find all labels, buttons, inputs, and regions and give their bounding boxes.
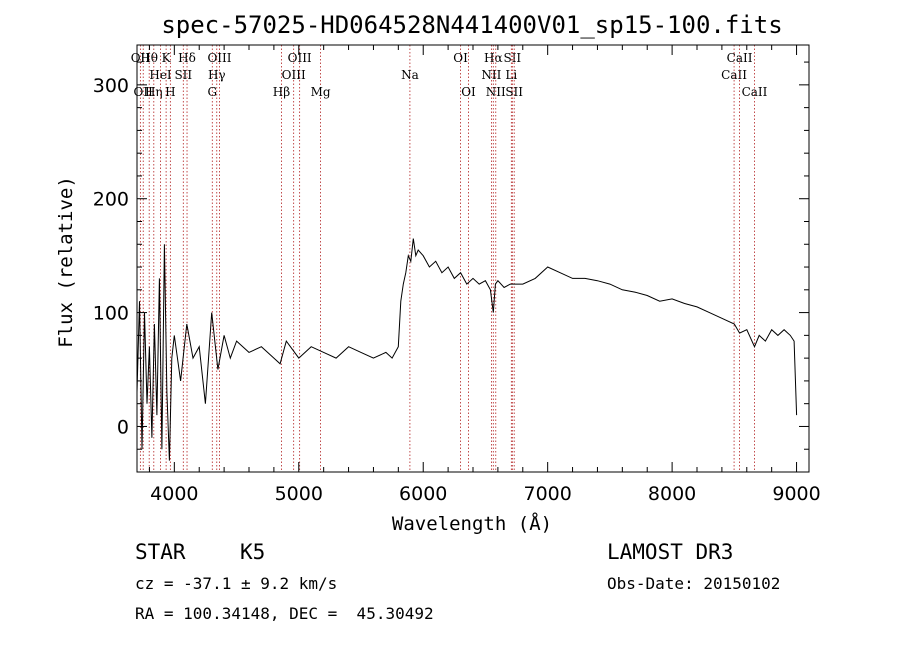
- NII-line-6583-label: NII: [486, 85, 506, 99]
- y-tick-label: 300: [93, 75, 129, 97]
- SII-line-6716-label: SII: [503, 51, 521, 65]
- object-class: STAR: [135, 540, 186, 564]
- CaII-line-8498-label: CaII: [721, 68, 747, 82]
- spectrum-series-line: [136, 238, 798, 461]
- OIII-line-5007-label: OIII: [288, 51, 312, 65]
- x-tick-label: 5000: [275, 483, 323, 505]
- H-alpha-line-label: Hα: [484, 51, 503, 65]
- x-tick-label: 4000: [150, 483, 198, 505]
- OII-line-2-label: OII: [134, 85, 154, 99]
- object-subclass: K5: [240, 540, 266, 564]
- obs-date: Obs-Date: 20150102: [607, 574, 781, 593]
- coordinates: RA = 100.34148, DEC = 45.30492: [135, 604, 434, 623]
- x-tick-label: 6000: [399, 483, 447, 505]
- y-tick-label: 200: [93, 189, 129, 211]
- x-tick-label: 7000: [523, 483, 571, 505]
- H-theta-line-label: Hθ: [140, 51, 158, 65]
- SII-line-6731-label: SII: [505, 85, 523, 99]
- OIII-line-4363-label: OIII: [207, 51, 231, 65]
- CaII-line-8662-label: CaII: [742, 85, 768, 99]
- HeI-line-label: HeI: [149, 68, 172, 82]
- line-markers: HηOIIOIIHθHeIKHSIIHδGHγOIIIHβOIIIOIIIMgN…: [131, 45, 768, 472]
- x-tick-label: 9000: [772, 483, 820, 505]
- H-beta-line-label: Hβ: [273, 85, 290, 99]
- y-axis-label: Flux (relative): [55, 176, 77, 348]
- Mg-line-label: Mg: [311, 85, 331, 99]
- y-tick-label: 0: [117, 416, 129, 438]
- x-tick-label: 8000: [648, 483, 696, 505]
- Li-line-label: Li: [505, 68, 517, 82]
- OI-line-6364-label: OI: [461, 85, 476, 99]
- y-tick-label: 100: [93, 303, 129, 325]
- OIII-line-4959-label: OIII: [282, 68, 306, 82]
- Na-line-label: Na: [401, 68, 419, 82]
- y-axis-ticks: 0 100 200 300: [93, 61, 809, 473]
- SII-line-label: SII: [174, 68, 192, 82]
- OI-line-6300-label: OI: [453, 51, 468, 65]
- NII-line-6548-label: NII: [481, 68, 501, 82]
- chart-title: spec-57025-HD064528N441400V01_sp15-100.f…: [161, 11, 782, 39]
- x-axis-label: Wavelength (Å): [392, 512, 552, 535]
- G-band-line-label: G: [207, 85, 217, 99]
- CaII-line-8542-label: CaII: [727, 51, 753, 65]
- CaII-K-line-label: K: [162, 51, 172, 65]
- plot-frame: [136, 44, 810, 473]
- x-axis-ticks: 4000 5000 6000 7000 8000 9000: [148, 45, 821, 505]
- H-delta-line-label: Hδ: [178, 51, 196, 65]
- redshift-value: cz = -37.1 ± 9.2 km/s: [135, 574, 338, 593]
- survey-name: LAMOST DR3: [607, 540, 734, 564]
- CaII-H-line-label: H: [165, 85, 175, 99]
- OII-line-label: OII: [131, 51, 151, 65]
- H-gamma-line-label: Hγ: [208, 68, 226, 82]
